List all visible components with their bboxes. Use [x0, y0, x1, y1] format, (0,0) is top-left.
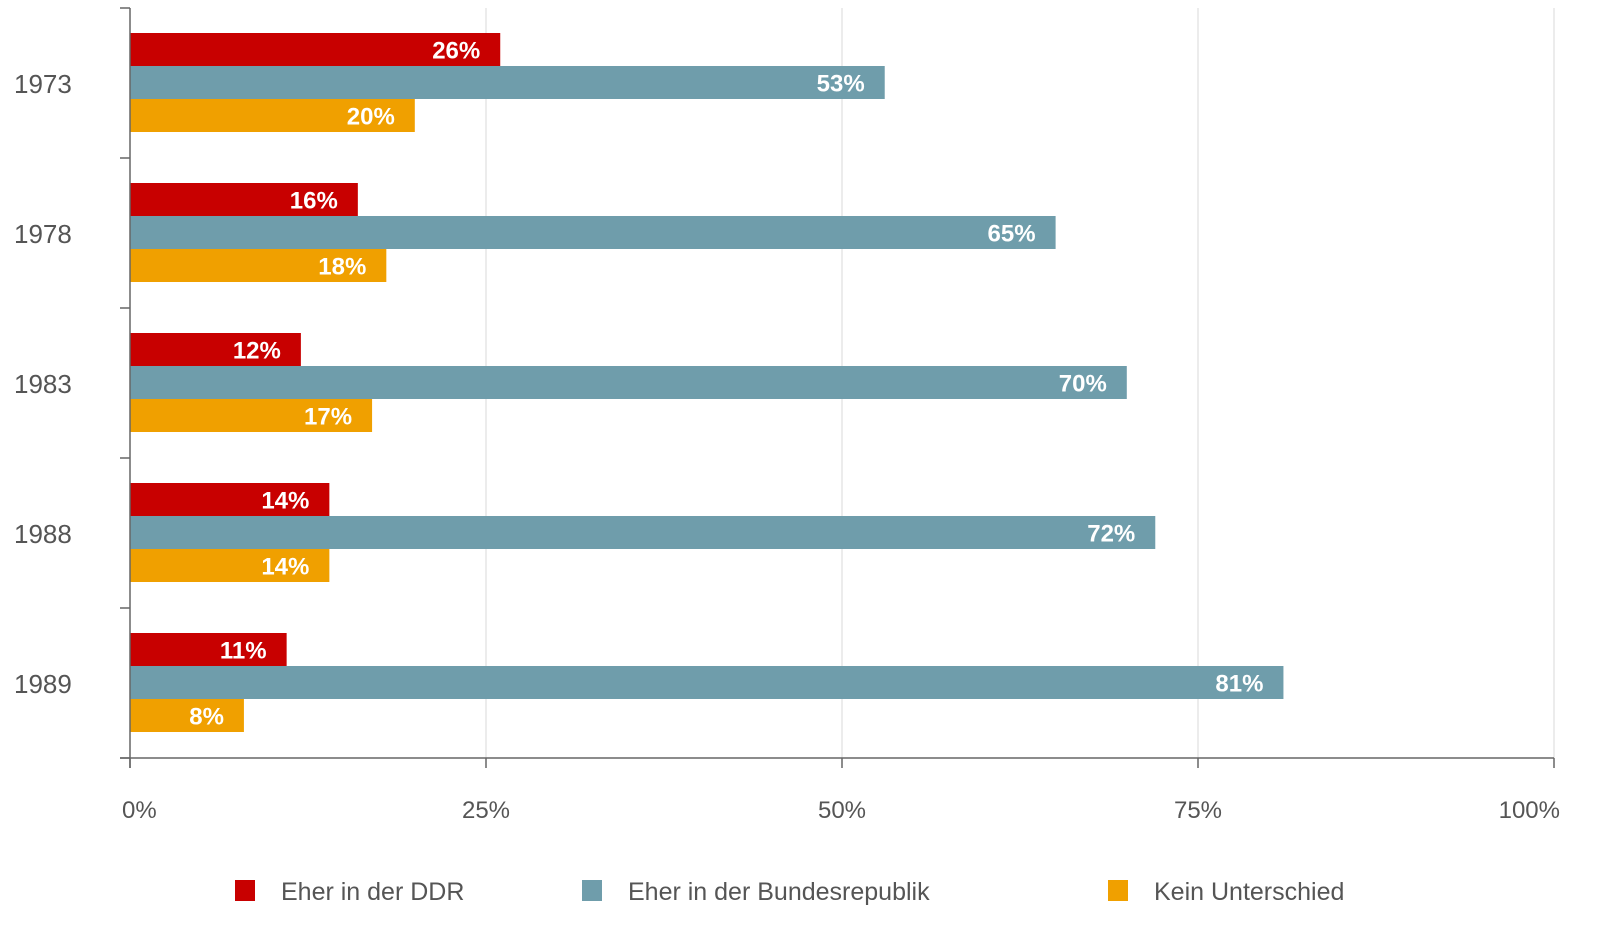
legend-label: Eher in der Bundesrepublik	[628, 878, 930, 906]
bar	[130, 666, 1284, 699]
bar	[130, 216, 1056, 249]
category-label: 1973	[14, 69, 72, 99]
data-label: 18%	[318, 254, 366, 281]
data-label: 81%	[1215, 671, 1263, 698]
data-label: 12%	[233, 338, 281, 365]
x-tick-label: 75%	[1174, 797, 1222, 824]
data-label: 72%	[1087, 521, 1135, 548]
bar	[130, 333, 301, 366]
bar	[130, 249, 387, 282]
x-tick-label: 50%	[818, 797, 866, 824]
legend: Eher in der DDR Eher in der Bundesrepubli…	[235, 878, 1344, 906]
x-tick-label: 0%	[122, 797, 157, 824]
category-label: 1978	[14, 219, 72, 249]
legend-swatch	[235, 880, 255, 901]
legend-swatch	[582, 880, 602, 901]
data-label: 14%	[261, 488, 309, 515]
data-label: 26%	[432, 38, 480, 65]
bar	[130, 366, 1127, 399]
data-label: 20%	[347, 104, 395, 131]
category-label: 1988	[14, 519, 72, 549]
data-label: 70%	[1059, 371, 1107, 398]
data-label: 8%	[189, 704, 224, 731]
bar	[130, 483, 330, 516]
bar	[130, 549, 330, 582]
legend-label: Eher in der DDR	[281, 878, 464, 906]
axes	[120, 7, 1555, 768]
data-label: 53%	[817, 71, 865, 98]
data-label: 65%	[988, 221, 1036, 248]
bar	[130, 633, 287, 666]
data-label: 11%	[220, 638, 267, 665]
category-labels: 1973 1978 1983 1988 1989	[14, 69, 72, 699]
bar	[130, 699, 244, 732]
x-tick-label: 100%	[1499, 797, 1560, 824]
data-label: 16%	[290, 188, 338, 215]
bar	[130, 99, 415, 132]
legend-label: Kein Unterschied	[1154, 878, 1344, 906]
data-label: 14%	[261, 554, 309, 581]
bar	[130, 516, 1156, 549]
legend-swatch	[1108, 880, 1128, 901]
category-label: 1983	[14, 369, 72, 399]
bar	[130, 183, 358, 216]
bar	[130, 66, 885, 99]
x-tick-label: 25%	[462, 797, 510, 824]
tick-labels: 0% 25% 50% 75% 100%	[122, 797, 1560, 824]
data-label: 17%	[304, 404, 352, 431]
category-label: 1989	[14, 669, 72, 699]
bars-group: 26% 53% 20% 16% 65% 18% 12% 70% 17% 14% 72% 14% 11% 8…	[130, 33, 1284, 732]
bar	[130, 399, 373, 432]
bar	[130, 33, 501, 66]
